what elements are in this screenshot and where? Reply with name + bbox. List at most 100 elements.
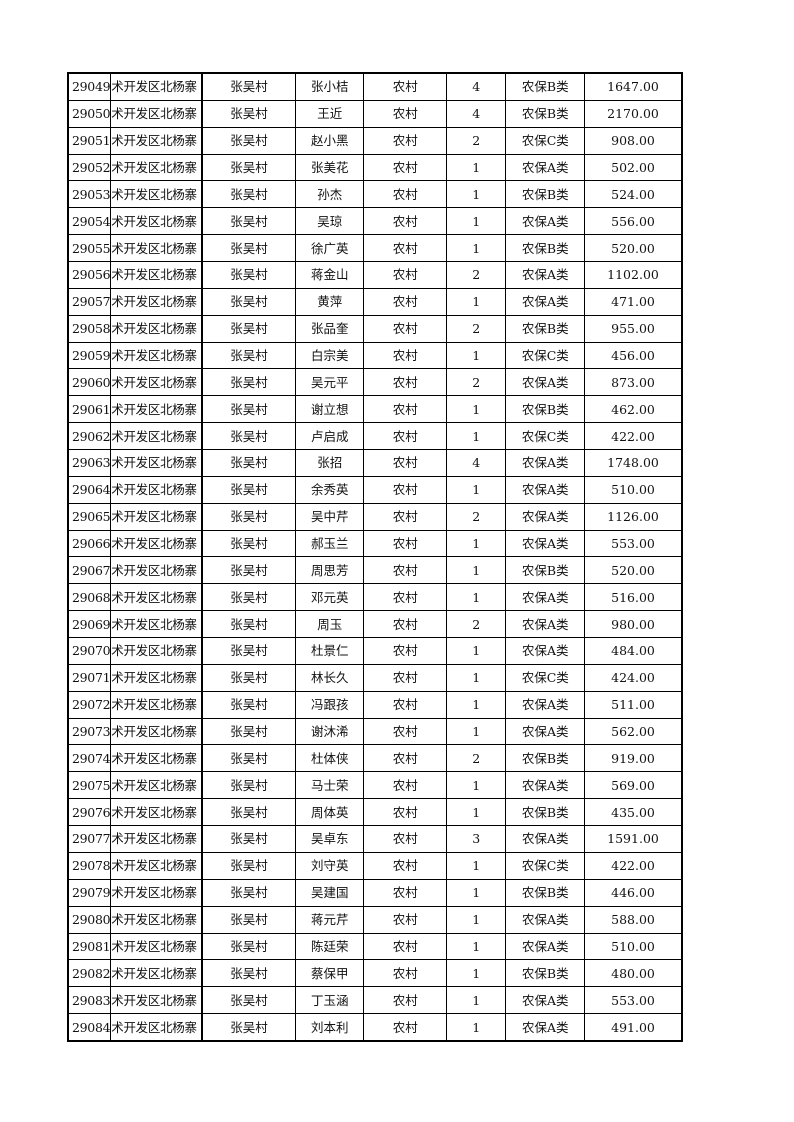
amount-cell: 462.00 — [584, 395, 683, 424]
person-name-cell: 杜景仁 — [295, 637, 365, 665]
area-type-cell: 农村 — [363, 153, 448, 182]
district-cell: 术开发区北杨寨 — [110, 610, 203, 639]
village-cell: 张吴村 — [201, 771, 297, 800]
person-name-cell: 赵小黑 — [295, 126, 365, 155]
person-name-cell: 卢启成 — [295, 422, 365, 451]
area-type-cell: 农村 — [363, 99, 448, 128]
amount-cell: 480.00 — [584, 959, 683, 988]
insurance-category-cell: 农保B类 — [505, 556, 586, 585]
table-row: 29080 术开发区北杨寨 张吴村 蒋元芹 农村 1 农保A类 588.00 — [67, 905, 683, 934]
amount-cell: 553.00 — [584, 529, 683, 558]
village-cell: 张吴村 — [201, 851, 297, 880]
area-type-cell: 农村 — [363, 180, 448, 209]
district-cell: 术开发区北杨寨 — [110, 368, 203, 397]
district-cell: 术开发区北杨寨 — [110, 932, 203, 961]
amount-cell: 2170.00 — [584, 99, 683, 128]
village-cell: 张吴村 — [201, 637, 297, 665]
person-name-cell: 徐广英 — [295, 234, 365, 263]
village-cell: 张吴村 — [201, 72, 297, 101]
household-count-cell: 1 — [446, 717, 507, 746]
district-cell: 术开发区北杨寨 — [110, 314, 203, 343]
area-type-cell: 农村 — [363, 583, 448, 612]
table-row: 29077 术开发区北杨寨 张吴村 吴卓东 农村 3 农保A类 1591.00 — [67, 825, 683, 853]
insurance-category-cell: 农保A类 — [505, 261, 586, 289]
table-row: 29075 术开发区北杨寨 张吴村 马士荣 农村 1 农保A类 569.00 — [67, 771, 683, 800]
village-cell: 张吴村 — [201, 556, 297, 585]
table-row: 29058 术开发区北杨寨 张吴村 张品奎 农村 2 农保B类 955.00 — [67, 314, 683, 343]
record-id-cell: 29076 — [67, 798, 112, 827]
amount-cell: 1647.00 — [584, 72, 683, 101]
household-count-cell: 1 — [446, 234, 507, 263]
record-id-cell: 29070 — [67, 637, 112, 665]
area-type-cell: 农村 — [363, 475, 448, 504]
area-type-cell: 农村 — [363, 207, 448, 236]
household-count-cell: 2 — [446, 610, 507, 639]
area-type-cell: 农村 — [363, 798, 448, 827]
table-row: 29066 术开发区北杨寨 张吴村 郝玉兰 农村 1 农保A类 553.00 — [67, 529, 683, 558]
area-type-cell: 农村 — [363, 395, 448, 424]
amount-cell: 980.00 — [584, 610, 683, 639]
person-name-cell: 张美花 — [295, 153, 365, 182]
amount-cell: 524.00 — [584, 180, 683, 209]
household-count-cell: 1 — [446, 878, 507, 907]
household-count-cell: 3 — [446, 825, 507, 853]
amount-cell: 446.00 — [584, 878, 683, 907]
insurance-category-cell: 农保C类 — [505, 126, 586, 155]
person-name-cell: 刘本利 — [295, 1013, 365, 1042]
table-row: 29084 术开发区北杨寨 张吴村 刘本利 农村 1 农保A类 491.00 — [67, 1013, 683, 1042]
household-count-cell: 1 — [446, 771, 507, 800]
record-id-cell: 29052 — [67, 153, 112, 182]
area-type-cell: 农村 — [363, 261, 448, 289]
village-cell: 张吴村 — [201, 234, 297, 263]
amount-cell: 510.00 — [584, 475, 683, 504]
insurance-category-cell: 农保B类 — [505, 314, 586, 343]
area-type-cell: 农村 — [363, 744, 448, 773]
district-cell: 术开发区北杨寨 — [110, 234, 203, 263]
area-type-cell: 农村 — [363, 825, 448, 853]
table-row: 29067 术开发区北杨寨 张吴村 周思芳 农村 1 农保B类 520.00 — [67, 556, 683, 585]
district-cell: 术开发区北杨寨 — [110, 986, 203, 1015]
person-name-cell: 杜体侠 — [295, 744, 365, 773]
record-id-cell: 29069 — [67, 610, 112, 639]
district-cell: 术开发区北杨寨 — [110, 690, 203, 719]
district-cell: 术开发区北杨寨 — [110, 99, 203, 128]
village-cell: 张吴村 — [201, 449, 297, 477]
person-name-cell: 马士荣 — [295, 771, 365, 800]
insurance-category-cell: 农保B类 — [505, 234, 586, 263]
person-name-cell: 吴中芹 — [295, 502, 365, 531]
person-name-cell: 吴卓东 — [295, 825, 365, 853]
insurance-category-cell: 农保A类 — [505, 475, 586, 504]
table-row: 29053 术开发区北杨寨 张吴村 孙杰 农村 1 农保B类 524.00 — [67, 180, 683, 209]
insurance-category-cell: 农保B类 — [505, 878, 586, 907]
table-row: 29078 术开发区北杨寨 张吴村 刘守英 农村 1 农保C类 422.00 — [67, 851, 683, 880]
table-row: 29050 术开发区北杨寨 张吴村 王近 农村 4 农保B类 2170.00 — [67, 99, 683, 128]
insurance-category-cell: 农保A类 — [505, 610, 586, 639]
person-name-cell: 邓元英 — [295, 583, 365, 612]
insurance-category-cell: 农保B类 — [505, 99, 586, 128]
record-id-cell: 29056 — [67, 261, 112, 289]
person-name-cell: 蒋元芹 — [295, 905, 365, 934]
village-cell: 张吴村 — [201, 959, 297, 988]
amount-cell: 1748.00 — [584, 449, 683, 477]
household-count-cell: 1 — [446, 180, 507, 209]
insurance-category-cell: 农保B类 — [505, 798, 586, 827]
amount-cell: 1126.00 — [584, 502, 683, 531]
record-id-cell: 29061 — [67, 395, 112, 424]
district-cell: 术开发区北杨寨 — [110, 422, 203, 451]
district-cell: 术开发区北杨寨 — [110, 663, 203, 692]
record-id-cell: 29080 — [67, 905, 112, 934]
record-id-cell: 29066 — [67, 529, 112, 558]
amount-cell: 435.00 — [584, 798, 683, 827]
insurance-category-cell: 农保A类 — [505, 529, 586, 558]
record-id-cell: 29058 — [67, 314, 112, 343]
district-cell: 术开发区北杨寨 — [110, 959, 203, 988]
person-name-cell: 谢立想 — [295, 395, 365, 424]
insurance-category-cell: 农保B类 — [505, 72, 586, 101]
insurance-category-cell: 农保A类 — [505, 717, 586, 746]
record-id-cell: 29053 — [67, 180, 112, 209]
household-count-cell: 2 — [446, 744, 507, 773]
district-cell: 术开发区北杨寨 — [110, 825, 203, 853]
district-cell: 术开发区北杨寨 — [110, 449, 203, 477]
household-count-cell: 2 — [446, 261, 507, 289]
village-cell: 张吴村 — [201, 422, 297, 451]
